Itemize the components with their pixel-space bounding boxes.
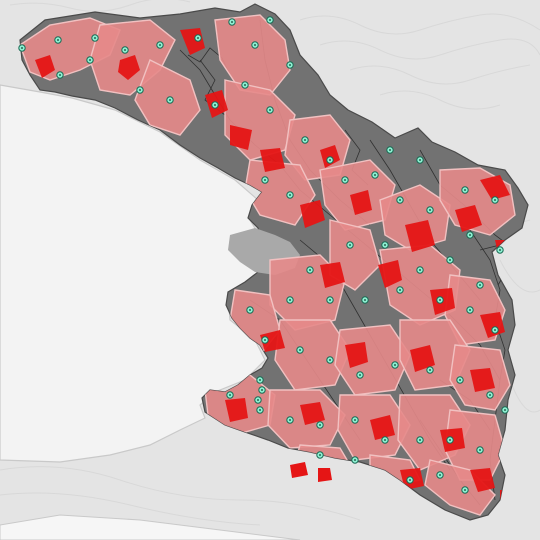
health-facility-center-dot	[159, 44, 161, 46]
health-facility-center-dot	[319, 454, 321, 456]
health-facility-center-dot	[459, 379, 461, 381]
health-facility-center-dot	[289, 419, 291, 421]
health-facility-center-dot	[419, 439, 421, 441]
health-facility-center-dot	[439, 299, 441, 301]
health-facility-center-dot	[57, 39, 59, 41]
health-facility-center-dot	[359, 374, 361, 376]
health-facility-center-dot	[259, 409, 261, 411]
health-facility-center-dot	[429, 209, 431, 211]
health-facility-center-dot	[429, 369, 431, 371]
health-facility-center-dot	[231, 21, 233, 23]
coastal-hotspots	[290, 462, 332, 482]
health-facility-center-dot	[257, 399, 259, 401]
health-facility-center-dot	[329, 299, 331, 301]
health-facilities[interactable]	[18, 16, 509, 494]
health-facility-center-dot	[479, 284, 481, 286]
health-facility-center-dot	[197, 37, 199, 39]
health-facility-center-dot	[319, 424, 321, 426]
health-facility-center-dot	[299, 349, 301, 351]
health-facility-center-dot	[364, 299, 366, 301]
health-facility-center-dot	[409, 479, 411, 481]
health-facility-center-dot	[289, 194, 291, 196]
health-facility-center-dot	[244, 84, 246, 86]
health-facility-center-dot	[261, 389, 263, 391]
health-facility-center-dot	[169, 99, 171, 101]
health-facility-center-dot	[439, 474, 441, 476]
health-facility-center-dot	[124, 49, 126, 51]
health-facility-center-dot	[374, 174, 376, 176]
health-facility-center-dot	[344, 179, 346, 181]
health-facility-center-dot	[394, 364, 396, 366]
health-facility-center-dot	[94, 37, 96, 39]
health-facility-center-dot	[264, 179, 266, 181]
health-facility-center-dot	[494, 329, 496, 331]
health-facility-center-dot	[419, 269, 421, 271]
health-facility-center-dot	[139, 89, 141, 91]
health-facility-center-dot	[419, 159, 421, 161]
health-facility-center-dot	[89, 59, 91, 61]
health-facility-center-dot	[304, 139, 306, 141]
health-facility-center-dot	[289, 299, 291, 301]
health-facility-center-dot	[354, 419, 356, 421]
health-facility-center-dot	[354, 459, 356, 461]
health-facility-center-dot	[464, 189, 466, 191]
health-facility-center-dot	[504, 409, 506, 411]
health-facility-center-dot	[349, 244, 351, 246]
health-facility-center-dot	[399, 289, 401, 291]
health-facility-center-dot	[269, 109, 271, 111]
health-facility-center-dot	[469, 234, 471, 236]
health-facility-center-dot	[329, 159, 331, 161]
health-facility-center-dot	[384, 439, 386, 441]
health-facility-center-dot	[249, 309, 251, 311]
health-facility-center-dot	[449, 439, 451, 441]
health-facility-center-dot	[289, 64, 291, 66]
health-facility-center-dot	[329, 359, 331, 361]
health-facility-center-dot	[21, 47, 23, 49]
health-facility-center-dot	[269, 19, 271, 21]
health-facility-center-dot	[489, 394, 491, 396]
sea-south	[0, 514, 301, 540]
health-facility-center-dot	[59, 74, 61, 76]
health-facility-center-dot	[499, 249, 501, 251]
health-facility-center-dot	[264, 339, 266, 341]
health-facility-center-dot	[384, 244, 386, 246]
health-facility-center-dot	[469, 309, 471, 311]
health-facility-center-dot	[229, 394, 231, 396]
health-facility-center-dot	[389, 149, 391, 151]
health-facility-center-dot	[259, 379, 261, 381]
health-facility-center-dot	[479, 449, 481, 451]
health-facility-center-dot	[449, 259, 451, 261]
health-facility-center-dot	[464, 489, 466, 491]
health-facility-center-dot	[399, 199, 401, 201]
health-facility-center-dot	[309, 269, 311, 271]
health-facility-center-dot	[214, 104, 216, 106]
health-facility-center-dot	[254, 44, 256, 46]
health-facility-center-dot	[494, 199, 496, 201]
